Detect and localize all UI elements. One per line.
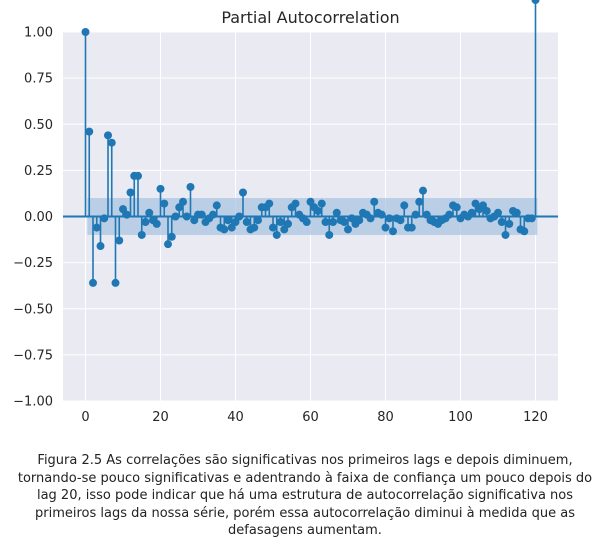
stem-marker bbox=[254, 216, 262, 225]
stem-marker bbox=[321, 218, 330, 227]
stem-marker bbox=[235, 212, 244, 221]
stem-marker bbox=[452, 203, 461, 212]
stem-marker bbox=[89, 278, 97, 287]
stem-marker bbox=[276, 218, 285, 227]
y-tick-label: −1.00 bbox=[13, 395, 53, 410]
stem-marker bbox=[291, 199, 300, 208]
stem-marker bbox=[182, 212, 191, 221]
stem-marker bbox=[284, 219, 292, 228]
stem-marker bbox=[134, 171, 142, 180]
stem-marker bbox=[325, 230, 334, 239]
stem-marker bbox=[497, 218, 506, 227]
stem-marker bbox=[400, 201, 409, 210]
stem-marker bbox=[104, 131, 112, 140]
stem-marker bbox=[107, 138, 116, 147]
stem-marker bbox=[329, 218, 337, 227]
stem-marker bbox=[122, 210, 131, 219]
stem-marker bbox=[179, 197, 187, 206]
stem-marker bbox=[419, 186, 427, 195]
stem-marker bbox=[100, 214, 109, 223]
stem-marker bbox=[224, 216, 232, 225]
stem-marker bbox=[340, 218, 349, 227]
stem-marker bbox=[160, 199, 169, 208]
x-tick-label: 100 bbox=[448, 410, 473, 425]
x-tick-label: 120 bbox=[523, 410, 548, 425]
x-tick-label: 40 bbox=[227, 410, 244, 425]
y-tick-label: −0.25 bbox=[13, 256, 53, 271]
stem-marker bbox=[92, 223, 101, 232]
y-tick-label: 0.00 bbox=[24, 210, 53, 225]
stem-marker bbox=[396, 216, 405, 225]
stem-marker bbox=[512, 208, 521, 217]
stem-marker bbox=[265, 199, 274, 208]
stem-marker bbox=[520, 227, 529, 236]
y-tick-label: 0.25 bbox=[24, 164, 53, 179]
x-tick-labels: 0 20 40 60 80 100 120 bbox=[81, 410, 548, 425]
stem-marker bbox=[186, 182, 195, 191]
stem-marker bbox=[317, 199, 326, 208]
stem-marker bbox=[164, 240, 172, 249]
stem-marker bbox=[250, 223, 259, 232]
stem-marker bbox=[171, 212, 180, 221]
stem-marker bbox=[445, 210, 454, 219]
stem-marker bbox=[269, 223, 277, 232]
stem-marker bbox=[415, 197, 424, 206]
stem-marker bbox=[389, 227, 397, 236]
stem-markers bbox=[81, 0, 540, 287]
stem-marker bbox=[209, 210, 217, 219]
stem-marker bbox=[385, 214, 394, 223]
y-tick-labels: −1.00 −0.75 −0.50 −0.25 0.00 0.25 0.50 0.75 1.00 bbox=[13, 26, 53, 410]
stem-marker bbox=[332, 208, 341, 217]
stem-marker bbox=[411, 210, 420, 219]
y-tick-label: −0.50 bbox=[13, 302, 53, 317]
stem-marker bbox=[366, 214, 375, 223]
stem-marker bbox=[494, 208, 502, 217]
stem-marker bbox=[220, 225, 229, 234]
stem-marker bbox=[501, 230, 510, 239]
stem-marker bbox=[85, 127, 94, 136]
stem-marker bbox=[145, 208, 154, 217]
y-tick-label: 1.00 bbox=[24, 26, 53, 41]
stem-marker bbox=[141, 218, 150, 227]
stem-marker bbox=[239, 188, 247, 197]
stem-marker bbox=[531, 0, 540, 4]
stem-marker bbox=[527, 214, 536, 223]
stem-marker bbox=[167, 232, 176, 241]
stem-marker bbox=[115, 236, 124, 245]
stem-marker bbox=[137, 230, 146, 239]
stem-marker bbox=[355, 216, 364, 225]
x-tick-label: 0 bbox=[81, 410, 89, 425]
stem-marker bbox=[242, 218, 251, 227]
chart-title: Partial Autocorrelation bbox=[221, 8, 399, 27]
y-tick-label: 0.50 bbox=[24, 118, 53, 133]
stem-marker bbox=[126, 188, 135, 197]
stem-marker bbox=[467, 208, 476, 217]
stem-marker bbox=[407, 223, 416, 232]
stem-marker bbox=[156, 184, 165, 193]
y-tick-label: 0.75 bbox=[24, 72, 53, 87]
stem-marker bbox=[272, 230, 281, 239]
stem-marker bbox=[314, 206, 322, 215]
x-tick-label: 20 bbox=[152, 410, 169, 425]
stem-marker bbox=[152, 219, 161, 228]
stem-marker bbox=[505, 219, 514, 228]
stem-marker bbox=[482, 206, 491, 215]
stem-marker bbox=[197, 210, 206, 219]
stem-marker bbox=[212, 201, 221, 210]
stem-marker bbox=[381, 223, 390, 232]
x-tick-label: 60 bbox=[302, 410, 319, 425]
figure-caption: Figura 2.5 As correlações são significat… bbox=[17, 453, 593, 538]
x-tick-label: 80 bbox=[377, 410, 394, 425]
stem-marker bbox=[377, 210, 386, 219]
stem-marker bbox=[302, 218, 311, 227]
stem-marker bbox=[81, 28, 90, 36]
stem-marker bbox=[344, 225, 352, 234]
y-tick-label: −0.75 bbox=[13, 348, 53, 363]
stem-marker bbox=[370, 197, 379, 206]
pacf-chart: −1.00 −0.75 −0.50 −0.25 0.00 0.25 0.50 0.75 1.00… bbox=[13, 0, 558, 425]
stem-marker bbox=[96, 242, 105, 251]
stem-marker bbox=[111, 278, 120, 287]
